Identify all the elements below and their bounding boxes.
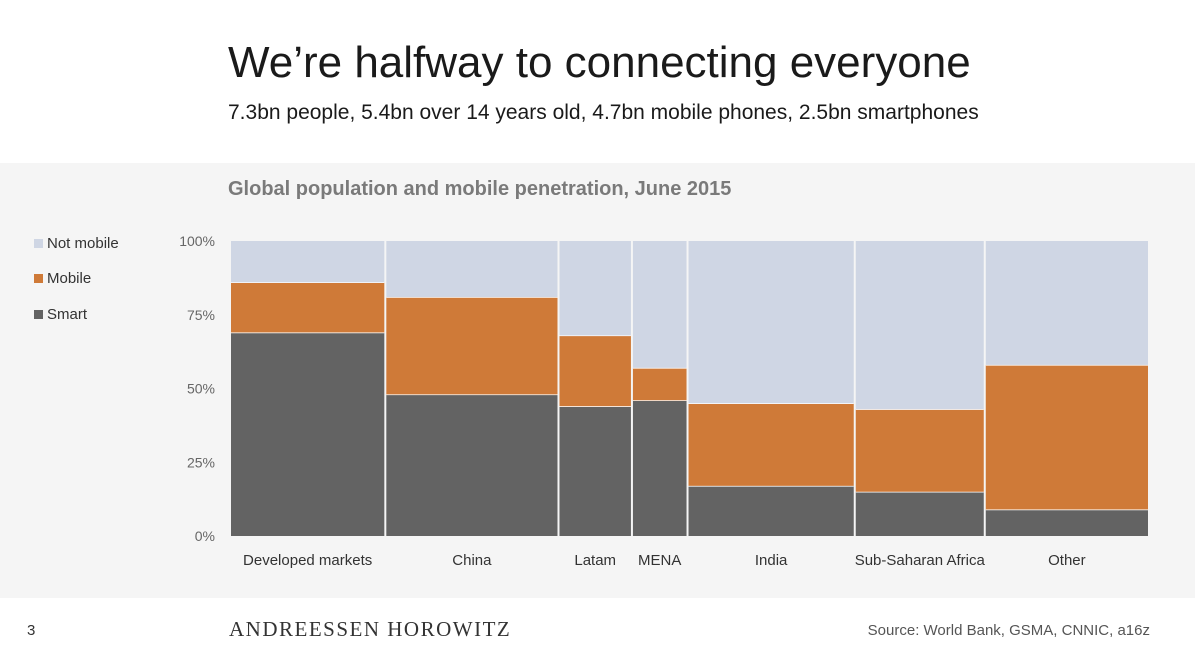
segment-not-mobile [386, 241, 558, 298]
legend-label-mobile: Mobile [47, 270, 92, 287]
segment-mobile [386, 297, 558, 395]
segment-smart [688, 485, 854, 536]
segment-smart [559, 406, 631, 536]
x-category-label: China [452, 552, 492, 569]
y-tick-label: 75% [187, 307, 215, 323]
legend-swatch-not-mobile [34, 238, 43, 248]
segment-mobile [855, 409, 984, 492]
segment-not-mobile [559, 241, 631, 336]
legend-item-smart: Smart [34, 304, 119, 324]
segment-not-mobile [231, 241, 385, 283]
legend-item-not-mobile: Not mobile [34, 233, 119, 253]
chart-legend: Not mobile Mobile Smart [34, 233, 119, 340]
x-category-label: India [755, 552, 788, 569]
legend-item-mobile: Mobile [34, 269, 119, 289]
x-category-label: Developed markets [243, 552, 372, 569]
x-category-label: Latam [574, 552, 616, 569]
segment-mobile [632, 367, 687, 401]
legend-swatch-smart [34, 309, 43, 319]
page-number: 3 [27, 622, 36, 639]
segment-mobile [688, 403, 854, 486]
mekko-chart: 100% 75% 50% 25% 0% Developed markets China Lat… [179, 233, 1148, 569]
y-tick-label: 0% [195, 528, 215, 544]
slide-title: We’re halfway to connecting everyone [228, 38, 971, 87]
x-category-label: MENA [638, 552, 681, 569]
y-tick-label: 100% [179, 233, 215, 249]
slide-subtitle: 7.3bn people, 5.4bn over 14 years old, 4… [228, 101, 979, 124]
segment-smart [632, 400, 687, 536]
brand-logo: ANDREESSEN HOROWITZ [229, 617, 512, 641]
source-note: Source: World Bank, GSMA, CNNIC, a16z [867, 622, 1150, 639]
segment-not-mobile [632, 241, 687, 368]
segment-smart [855, 491, 984, 536]
x-category-label: Sub-Saharan Africa [855, 552, 986, 569]
segment-mobile [559, 335, 631, 407]
segment-smart [386, 394, 558, 536]
y-tick-label: 25% [187, 454, 215, 470]
segment-mobile [985, 364, 1148, 510]
legend-label-smart: Smart [47, 305, 88, 323]
segment-mobile [231, 282, 385, 333]
segment-not-mobile [688, 241, 854, 404]
segment-smart [985, 509, 1148, 536]
segment-smart [231, 332, 385, 536]
legend-swatch-mobile [34, 274, 43, 283]
y-tick-label: 50% [187, 381, 215, 397]
legend-label-not-mobile: Not mobile [47, 234, 119, 252]
x-category-label: Other [1048, 552, 1086, 569]
chart-title: Global population and mobile penetration… [228, 178, 732, 200]
segment-not-mobile [985, 241, 1148, 365]
segment-not-mobile [855, 241, 984, 410]
